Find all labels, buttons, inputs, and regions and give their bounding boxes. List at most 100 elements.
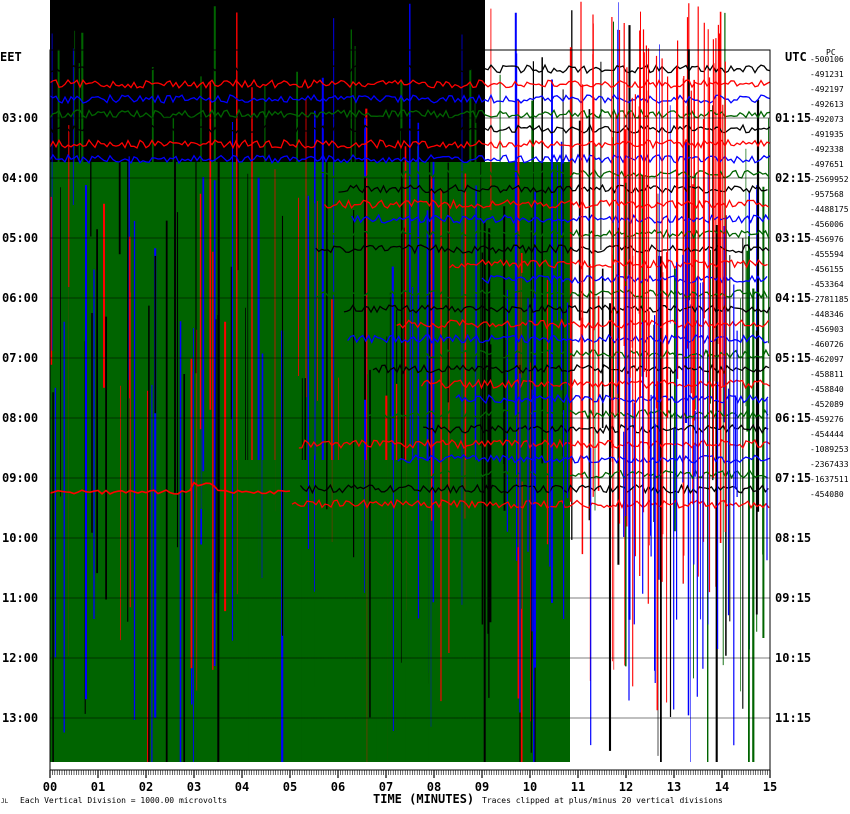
trace-offset-labels: -500106 -491231 -492197 -492613 -492073 -4919… xyxy=(810,55,849,499)
trace-offset-label: -500106 xyxy=(810,55,844,64)
x-tick-label: 05 xyxy=(283,780,297,794)
footer-scale-note: Each Vertical Division = 1000.00 microvo… xyxy=(20,796,227,805)
trace-offset-label: -957568 xyxy=(810,190,844,199)
trace-line xyxy=(291,498,770,510)
x-tick-label: 15 xyxy=(763,780,777,794)
left-hour-axis: 03:00 04:00 05:00 06:00 07:00 08:00 09:00 10:00… xyxy=(2,111,38,725)
trace-offset-label: -456903 xyxy=(810,325,844,334)
trace-offset-label: -460726 xyxy=(810,340,844,349)
x-tick-label: 01 xyxy=(91,780,105,794)
x-tick-label: 13 xyxy=(667,780,681,794)
trace-offset-label: -492197 xyxy=(810,85,844,94)
trace-line xyxy=(327,228,770,240)
trace-line xyxy=(49,123,771,135)
left-hour-label: 05:00 xyxy=(2,231,38,245)
x-tick-label: 12 xyxy=(619,780,633,794)
left-hour-label: 07:00 xyxy=(2,351,38,365)
plot-frame xyxy=(49,49,771,771)
trace-line xyxy=(423,423,769,435)
trace-line xyxy=(49,63,771,75)
left-hour-label: 08:00 xyxy=(2,411,38,425)
left-timezone-label: EET xyxy=(0,50,22,64)
right-hour-label: 02:15 xyxy=(775,171,811,185)
trace-offset-label: -455594 xyxy=(810,250,844,259)
trace-offset-label: -456006 xyxy=(810,220,844,229)
trace-line xyxy=(49,481,291,495)
left-hour-label: 13:00 xyxy=(2,711,38,725)
trace-offset-label: -452089 xyxy=(810,400,844,409)
left-hour-label: 04:00 xyxy=(2,171,38,185)
trace-offset-label: -497651 xyxy=(810,160,844,169)
trace-line xyxy=(343,303,771,315)
right-hour-label: 06:15 xyxy=(775,411,811,425)
trace-offset-label: -453364 xyxy=(810,280,844,289)
trace-line xyxy=(298,438,771,450)
trace-offset-label: -448346 xyxy=(810,310,844,319)
trace-line xyxy=(49,153,771,165)
right-hour-label: 11:15 xyxy=(775,711,811,725)
left-hour-label: 03:00 xyxy=(2,111,38,125)
trace-line xyxy=(49,108,771,120)
trace-offset-label: -454080 xyxy=(810,490,844,499)
trace-line xyxy=(396,318,770,330)
trace-layer xyxy=(49,0,771,762)
left-hour-label: 06:00 xyxy=(2,291,38,305)
x-tick-label: 08 xyxy=(427,780,441,794)
trace-offset-label: -1089253 xyxy=(810,445,849,454)
x-tick-label: 11 xyxy=(571,780,585,794)
left-hour-label: 11:00 xyxy=(2,591,38,605)
trace-line xyxy=(351,213,770,225)
trace-offset-label: -458840 xyxy=(810,385,844,394)
x-tick-label: 09 xyxy=(475,780,489,794)
x-axis-title: TIME (MINUTES) xyxy=(373,792,474,806)
trace-offset-label: -459276 xyxy=(810,415,844,424)
trace-offset-label: -462097 xyxy=(810,355,844,364)
trace-line xyxy=(423,348,770,360)
trace-offset-label: -1637511 xyxy=(810,475,849,484)
trace-line xyxy=(449,258,768,270)
trace-line xyxy=(315,169,770,180)
clipped-block-upper xyxy=(50,0,485,162)
trace-offset-label: -456976 xyxy=(810,235,844,244)
trace-line xyxy=(49,93,771,105)
trace-line xyxy=(316,288,768,300)
x-tick-label: 04 xyxy=(235,780,249,794)
right-hour-label: 07:15 xyxy=(775,471,811,485)
trace-offset-label: -2569952 xyxy=(810,175,849,184)
x-axis: 00 01 02 03 04 05 06 07 08 09 10 11 12 13 14 15 xyxy=(43,769,777,794)
right-hour-label: 04:15 xyxy=(775,291,811,305)
right-hour-label: 10:15 xyxy=(775,651,811,665)
right-header-label: PC xyxy=(826,48,836,57)
right-hour-label: 08:15 xyxy=(775,531,811,545)
trace-line xyxy=(368,408,769,420)
trace-line xyxy=(49,78,771,89)
x-tick-label: 14 xyxy=(715,780,729,794)
right-hour-label: 05:15 xyxy=(775,351,811,365)
trace-offset-label: -492073 xyxy=(810,115,844,124)
right-hour-label: 03:15 xyxy=(775,231,811,245)
footer-clip-note: Traces clipped at plus/minus 20 vertical… xyxy=(482,796,723,805)
trace-line xyxy=(397,454,771,464)
trace-offset-label: -458811 xyxy=(810,370,844,379)
x-tick-label: 00 xyxy=(43,780,57,794)
trace-line xyxy=(420,378,770,390)
right-hour-label: 01:15 xyxy=(775,111,811,125)
trace-offset-label: -2367433 xyxy=(810,460,849,469)
right-timezone-label: UTC xyxy=(785,50,807,64)
x-tick-label: 03 xyxy=(187,780,201,794)
trace-line xyxy=(338,183,768,194)
trace-offset-label: -454444 xyxy=(810,430,844,439)
trace-offset-label: -491231 xyxy=(810,70,844,79)
trace-offset-label: -456155 xyxy=(810,265,844,274)
x-tick-label: 02 xyxy=(139,780,153,794)
x-tick-label: 06 xyxy=(331,780,345,794)
trace-offset-label: -4488175 xyxy=(810,205,849,214)
left-hour-label: 10:00 xyxy=(2,531,38,545)
trace-offset-label: -491935 xyxy=(810,130,844,139)
trace-line xyxy=(299,483,769,495)
right-hour-label: 09:15 xyxy=(775,591,811,605)
trace-line xyxy=(324,198,769,210)
trace-offset-label: -492338 xyxy=(810,145,844,154)
trace-offset-label: -492613 xyxy=(810,100,844,109)
